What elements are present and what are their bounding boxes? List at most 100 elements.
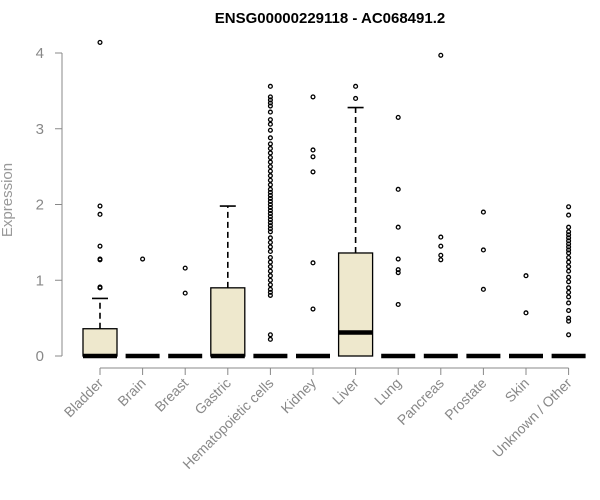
outlier-point xyxy=(267,211,273,217)
outlier-point xyxy=(267,226,273,232)
outlier-point xyxy=(310,94,316,100)
outlier-point xyxy=(267,154,273,161)
outlier-point xyxy=(566,224,572,230)
outlier-point xyxy=(566,279,572,285)
x-tick-label: Pancreas xyxy=(394,375,447,428)
x-tick-label: Lung xyxy=(371,375,404,408)
outlier-point xyxy=(267,268,273,274)
outlier-point xyxy=(267,292,273,298)
box-body xyxy=(82,328,118,357)
outlier-point xyxy=(267,220,273,226)
outlier-point xyxy=(395,270,401,276)
outlier-point xyxy=(267,192,273,198)
outlier-point xyxy=(566,238,572,244)
outlier-point xyxy=(523,273,529,279)
outlier-point xyxy=(267,286,273,292)
outlier-point xyxy=(267,229,273,235)
x-tick-label: Liver xyxy=(329,375,362,408)
outlier-point xyxy=(267,150,273,156)
outlier-point xyxy=(267,109,273,115)
outlier-point xyxy=(566,315,572,321)
outlier-point xyxy=(267,223,273,229)
y-axis-label: Expression xyxy=(0,163,16,237)
outlier-point xyxy=(267,277,273,283)
x-tick-label: Brain xyxy=(114,375,148,409)
y-tick-label: 4 xyxy=(36,45,44,62)
outlier-point xyxy=(267,159,273,165)
outlier-point xyxy=(267,177,273,183)
outlier-point xyxy=(97,285,103,291)
outlier-point xyxy=(267,103,273,109)
outlier-point xyxy=(480,209,486,215)
outlier-point xyxy=(310,260,316,266)
outlier-point xyxy=(353,95,359,101)
outlier-point xyxy=(267,273,273,279)
outlier-point xyxy=(395,267,401,273)
outlier-point xyxy=(267,248,273,255)
outlier-point xyxy=(566,232,572,238)
outlier-point xyxy=(267,141,273,147)
outlier-point xyxy=(267,204,273,211)
outlier-point xyxy=(566,294,572,300)
outlier-point xyxy=(267,217,273,223)
outlier-point xyxy=(267,214,273,220)
outlier-point xyxy=(395,256,401,262)
outlier-point xyxy=(267,235,273,241)
outlier-point xyxy=(438,234,444,240)
outlier-point xyxy=(438,252,444,258)
outlier-point xyxy=(566,274,572,280)
outlier-point xyxy=(566,285,572,291)
outlier-point xyxy=(438,243,444,249)
outlier-point xyxy=(267,94,273,100)
outlier-point xyxy=(267,254,273,261)
outlier-point xyxy=(97,211,103,217)
box-body xyxy=(337,252,374,357)
outlier-point xyxy=(267,164,273,170)
outlier-point xyxy=(395,186,401,192)
outlier-point xyxy=(566,307,572,314)
outlier-point xyxy=(310,169,316,175)
outlier-point xyxy=(480,247,486,253)
outlier-point xyxy=(97,39,103,45)
outlier-point xyxy=(267,282,273,288)
outlier-point xyxy=(566,250,572,256)
y-tick-label: 1 xyxy=(36,272,44,289)
outlier-point xyxy=(267,259,273,265)
outlier-point xyxy=(267,198,273,205)
outlier-point xyxy=(566,212,572,218)
outlier-point xyxy=(267,195,273,201)
y-tick-label: 3 xyxy=(36,121,44,138)
outlier-point xyxy=(267,264,273,270)
outlier-point xyxy=(566,268,572,274)
outlier-point xyxy=(267,239,273,245)
outlier-point xyxy=(310,306,316,312)
outlier-point xyxy=(267,117,273,123)
outlier-point xyxy=(267,83,273,89)
outlier-point xyxy=(395,224,401,230)
outlier-point xyxy=(267,97,273,103)
outlier-point xyxy=(97,257,103,263)
outlier-point xyxy=(566,259,572,265)
outlier-point xyxy=(438,52,444,58)
outlier-point xyxy=(566,254,572,261)
outlier-point xyxy=(267,332,273,338)
outlier-point xyxy=(310,147,316,153)
x-tick-label: Breast xyxy=(151,375,191,415)
outlier-point xyxy=(523,310,529,316)
outlier-point xyxy=(267,135,273,141)
outlier-point xyxy=(395,301,401,308)
outlier-point xyxy=(566,264,572,270)
outlier-point xyxy=(140,256,146,262)
outlier-point xyxy=(267,189,273,195)
outlier-point xyxy=(566,318,572,324)
outlier-point xyxy=(267,182,273,188)
outlier-point xyxy=(267,186,273,192)
y-tick-label: 2 xyxy=(36,197,44,214)
outlier-point xyxy=(438,257,444,263)
x-tick-label: Kidney xyxy=(278,375,320,417)
outlier-point xyxy=(267,168,273,174)
outlier-point xyxy=(395,114,401,120)
outlier-point xyxy=(267,127,273,133)
outlier-point xyxy=(310,154,316,160)
